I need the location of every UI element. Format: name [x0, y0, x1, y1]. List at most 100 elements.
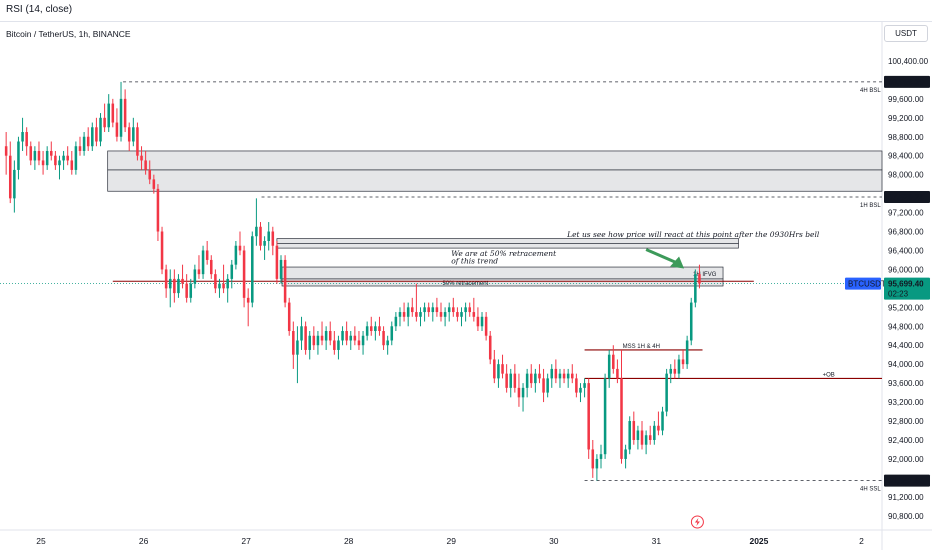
- time-tick-label: 29: [447, 536, 457, 546]
- candle-body: [33, 150, 37, 161]
- candle-body: [341, 331, 344, 341]
- candle-body: [173, 278, 176, 294]
- symbol-title[interactable]: Bitcoin / TetherUS, 1h, BINANCE: [6, 29, 131, 39]
- level-label: 1H BSL: [860, 203, 881, 209]
- candle-body: [275, 245, 279, 279]
- rsi-indicator-label[interactable]: RSI (14, close): [6, 4, 73, 15]
- candle-body: [82, 136, 86, 151]
- time-tick-label: 26: [139, 536, 149, 546]
- candle-body: [246, 297, 250, 303]
- candle-body: [328, 331, 332, 341]
- candle-body: [37, 150, 41, 161]
- candle-body: [689, 302, 693, 341]
- candle-body: [164, 269, 168, 289]
- zone-box: [107, 169, 883, 192]
- price-tick-label: 98,400.00: [888, 152, 924, 161]
- level-label: 4H BSL: [860, 88, 881, 94]
- candle-body: [472, 312, 476, 317]
- zone-box: [281, 266, 724, 280]
- candle-body: [542, 378, 545, 393]
- candle-body: [562, 373, 566, 379]
- annotation-text: of this trend: [451, 257, 498, 266]
- price-tag-box: [884, 75, 930, 88]
- candle-body: [484, 316, 488, 336]
- candle-body: [238, 245, 242, 251]
- candle-body: [460, 312, 463, 317]
- candle-body: [579, 387, 582, 393]
- candle-body: [91, 127, 94, 147]
- price-tick-label: 92,000.00: [888, 455, 924, 464]
- level-label: +OB: [823, 372, 835, 378]
- candle-body: [497, 364, 500, 379]
- candle-body: [550, 368, 554, 379]
- candle-body: [435, 307, 439, 313]
- candle-body: [353, 335, 357, 341]
- candle-body: [468, 307, 471, 313]
- candle-body: [226, 278, 229, 289]
- price-tag-label: 91,542.66: [888, 477, 924, 486]
- candle-body: [476, 316, 480, 327]
- zone-box: [276, 238, 739, 244]
- price-tag-box: [884, 190, 930, 203]
- candle-body: [525, 373, 529, 388]
- candle-body: [628, 421, 631, 450]
- candle-body: [624, 449, 627, 459]
- candle-body: [304, 326, 307, 350]
- candle-body: [103, 117, 106, 128]
- candle-body: [160, 231, 164, 270]
- candle-body: [222, 283, 225, 289]
- candle-body: [263, 240, 266, 246]
- candle-body: [152, 179, 156, 189]
- candle-body: [251, 236, 254, 303]
- currency-selector[interactable]: USDT: [884, 25, 928, 42]
- candle-body: [111, 103, 115, 123]
- candle-body: [140, 155, 143, 161]
- time-tick-label: 2025: [749, 536, 768, 546]
- candle-body: [599, 454, 603, 459]
- price-tick-label: 96,800.00: [888, 228, 924, 237]
- time-tick-label: 28: [344, 536, 354, 546]
- candle-body: [612, 354, 615, 369]
- price-tick-label: 96,400.00: [888, 246, 924, 255]
- lightning-icon: [694, 518, 700, 526]
- price-tick-label: 94,800.00: [888, 322, 924, 331]
- candle-body: [230, 264, 234, 279]
- zone-label: 1H IFVG: [693, 272, 717, 278]
- candle-body: [406, 307, 410, 317]
- symbol-tag-label: BTCUSDT: [848, 280, 886, 289]
- candle-body: [132, 127, 135, 142]
- price-tick-label: 91,200.00: [888, 493, 924, 502]
- candle-body: [95, 127, 98, 142]
- price-tick-label: 98,000.00: [888, 171, 924, 180]
- candle-body: [632, 421, 636, 440]
- candle-body: [464, 307, 467, 313]
- candle-body: [665, 373, 668, 412]
- candle-body: [300, 326, 303, 341]
- candle-body: [447, 307, 451, 313]
- candle-body: [411, 307, 414, 313]
- candle-body: [673, 368, 677, 374]
- candle-body: [677, 359, 681, 374]
- candle-body: [127, 127, 131, 142]
- candle-body: [357, 340, 361, 346]
- candle-body: [365, 326, 369, 336]
- price-tick-label: 97,200.00: [888, 209, 924, 218]
- candle-body: [538, 373, 541, 379]
- candle-body: [45, 150, 49, 166]
- time-tick-label: 31: [652, 536, 662, 546]
- candle-body: [398, 312, 402, 317]
- candle-body: [415, 312, 418, 317]
- annotation-text: We are at 50% retracement: [451, 249, 557, 258]
- candle-body: [505, 373, 508, 388]
- candle-body: [378, 326, 381, 332]
- price-tick-label: 95,200.00: [888, 303, 924, 312]
- candle-body: [287, 302, 291, 332]
- indicator-bar: RSI (14, close): [0, 0, 932, 22]
- candle-body: [513, 373, 517, 388]
- zone-box: [281, 278, 724, 287]
- candle-body: [308, 335, 311, 350]
- candle-body: [255, 226, 258, 237]
- candle-body: [595, 458, 599, 469]
- candle-body: [558, 373, 562, 379]
